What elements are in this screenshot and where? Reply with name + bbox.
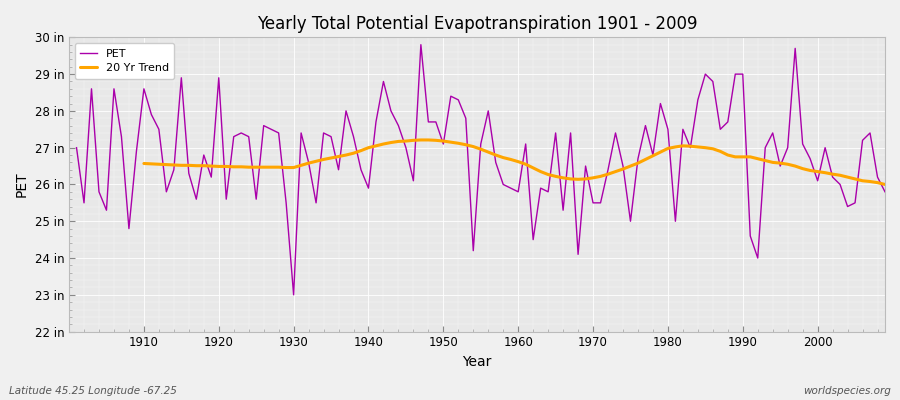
PET: [527, 237, 538, 242]
PET: [520, 142, 531, 146]
Y-axis label: PET: PET: [15, 172, 29, 197]
Legend: PET, 20 Yr Trend: PET, 20 Yr Trend: [75, 43, 175, 79]
Text: worldspecies.org: worldspecies.org: [803, 386, 891, 396]
20 Yr Trend: [310, 159, 321, 164]
PET: [131, 149, 142, 154]
PET: [303, 160, 314, 165]
20 Yr Trend: [527, 166, 538, 170]
Text: Latitude 45.25 Longitude -67.25: Latitude 45.25 Longitude -67.25: [9, 386, 177, 396]
20 Yr Trend: [850, 176, 860, 181]
20 Yr Trend: [416, 138, 427, 142]
20 Yr Trend: [139, 161, 149, 166]
Line: 20 Yr Trend: 20 Yr Trend: [144, 140, 885, 184]
20 Yr Trend: [879, 182, 890, 187]
X-axis label: Year: Year: [463, 355, 491, 369]
Line: PET: PET: [76, 45, 885, 295]
PET: [617, 164, 628, 168]
PET: [348, 134, 359, 139]
20 Yr Trend: [827, 172, 838, 176]
Title: Yearly Total Potential Evapotranspiration 1901 - 2009: Yearly Total Potential Evapotranspiratio…: [256, 15, 698, 33]
PET: [71, 145, 82, 150]
PET: [416, 42, 427, 47]
PET: [879, 190, 890, 194]
PET: [288, 292, 299, 297]
20 Yr Trend: [588, 176, 598, 180]
20 Yr Trend: [281, 165, 292, 170]
